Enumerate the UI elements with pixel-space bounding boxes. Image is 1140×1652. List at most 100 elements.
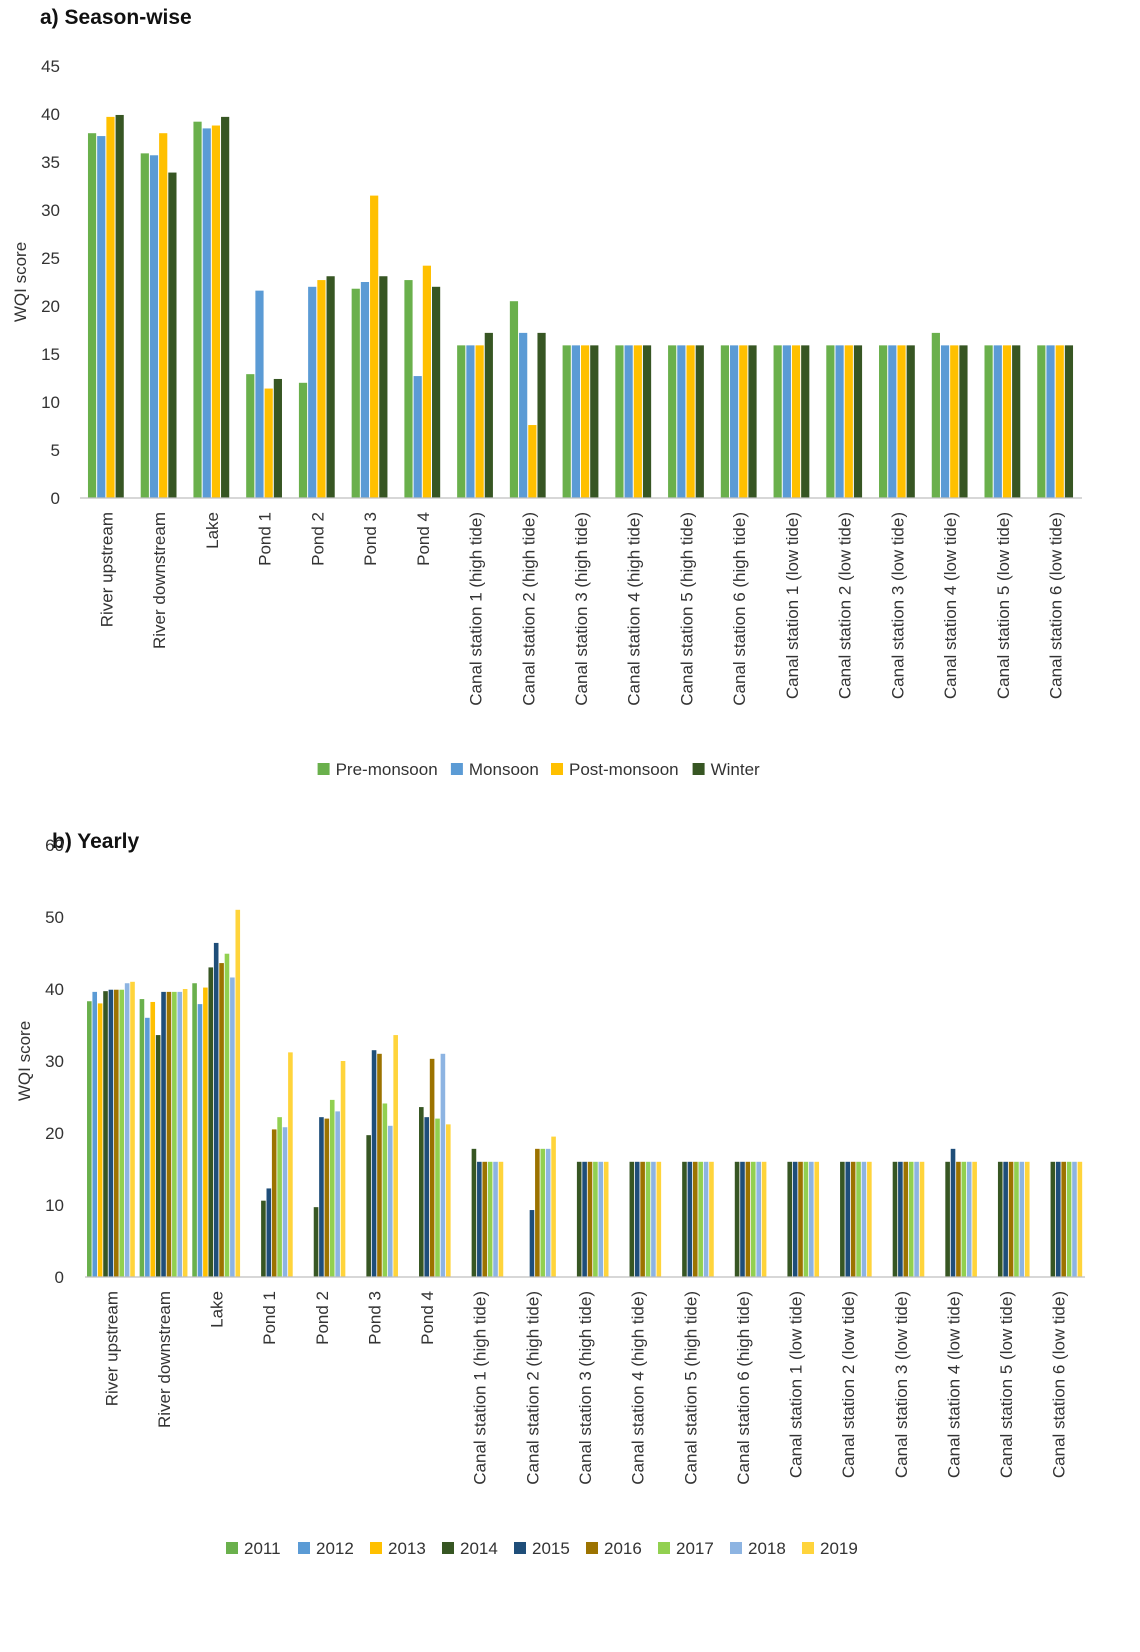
bar (773, 345, 782, 498)
bar (261, 1200, 266, 1277)
bar (892, 1161, 898, 1277)
bar (115, 114, 124, 499)
x-tick-label: Canal station 4 (high tide) (625, 512, 644, 706)
bar (961, 1161, 967, 1277)
bar (826, 345, 835, 498)
bar (562, 345, 571, 498)
bar (844, 345, 853, 498)
bar (413, 376, 422, 498)
bar (739, 345, 748, 498)
x-tick-label: Canal station 3 (high tide) (572, 512, 591, 706)
bar (535, 1148, 540, 1277)
legend-swatch (730, 1542, 742, 1554)
legend-swatch (442, 1542, 454, 1554)
bar (487, 1161, 493, 1277)
bar (213, 942, 219, 1277)
y-tick-label: 20 (41, 297, 60, 316)
bar (404, 280, 413, 498)
bar (801, 345, 810, 498)
bar (959, 345, 968, 498)
bar (130, 981, 135, 1277)
bar (651, 1161, 656, 1277)
bar (493, 1161, 498, 1277)
bar (366, 1135, 371, 1277)
bar (208, 967, 214, 1277)
bar (457, 345, 466, 498)
bar (235, 909, 241, 1277)
bar (940, 345, 950, 498)
x-tick-label: Canal station 2 (high tide) (523, 1291, 542, 1485)
legend-swatch (658, 1542, 670, 1554)
bar (782, 345, 791, 498)
bar (840, 1161, 845, 1277)
bar (598, 1161, 604, 1277)
bar (845, 1161, 851, 1277)
y-tick-label: 25 (41, 249, 60, 268)
x-tick-label: Pond 1 (256, 512, 275, 566)
y-tick-label: 35 (41, 153, 60, 172)
bar (677, 345, 686, 498)
bar (1019, 1161, 1025, 1277)
bar (528, 425, 537, 498)
legend-swatch (586, 1542, 598, 1554)
x-tick-label: Canal station 5 (high tide) (681, 1291, 700, 1485)
bar (633, 345, 642, 498)
bar (103, 991, 108, 1277)
bar (1002, 345, 1012, 498)
bar (687, 1161, 693, 1277)
bar (382, 1103, 388, 1277)
bar (642, 345, 652, 498)
x-tick-label: Lake (203, 512, 222, 549)
x-tick-label: Canal station 1 (low tide) (783, 512, 802, 699)
bar (814, 1161, 820, 1277)
bar (119, 989, 125, 1277)
bar (734, 1161, 740, 1277)
bar (761, 1161, 767, 1277)
bar (730, 345, 739, 498)
bar (709, 1161, 714, 1277)
bar (97, 1003, 103, 1277)
legend-swatch (226, 1542, 238, 1554)
bar (645, 1161, 651, 1277)
bar (271, 1129, 277, 1277)
x-tick-label: Canal station 4 (high tide) (629, 1291, 648, 1485)
bar (898, 1161, 903, 1277)
bar (471, 1148, 477, 1277)
x-tick-label: Canal station 5 (low tide) (994, 512, 1013, 699)
y-tick-label: 40 (45, 980, 64, 999)
bar (529, 1210, 535, 1277)
bar (202, 128, 211, 498)
x-tick-label: Pond 2 (308, 512, 327, 566)
bar (340, 1061, 346, 1277)
bar (748, 345, 757, 498)
bar (984, 345, 993, 498)
legend-label: 2011 (244, 1539, 281, 1558)
legend-swatch (298, 1542, 310, 1554)
bar (656, 1161, 662, 1277)
bar (956, 1161, 961, 1277)
bar (1050, 1161, 1056, 1277)
bar (914, 1161, 919, 1277)
legend-label: 2014 (460, 1539, 498, 1558)
y-axis-label: WQI score (15, 1021, 34, 1101)
bar (856, 1161, 861, 1277)
bar (792, 1161, 798, 1277)
legend-label: 2012 (316, 1539, 354, 1558)
bar (720, 345, 730, 498)
y-tick-label: 40 (41, 105, 60, 124)
x-tick-label: Canal station 2 (low tide) (836, 512, 855, 699)
legend-swatch (514, 1542, 526, 1554)
bar (326, 276, 335, 498)
y-tick-label: 45 (41, 57, 60, 76)
bar (106, 116, 115, 498)
bar (888, 345, 897, 498)
panel-a-title: a) Season-wise (40, 6, 192, 29)
bar (1024, 1161, 1030, 1277)
bar (682, 1161, 687, 1277)
bar (313, 1207, 319, 1277)
y-tick-label: 60 (45, 836, 64, 855)
bar (993, 345, 1002, 498)
panel-b-title: b) Yearly (52, 830, 140, 853)
bar (861, 1161, 867, 1277)
x-tick-label: Canal station 3 (low tide) (888, 512, 907, 699)
